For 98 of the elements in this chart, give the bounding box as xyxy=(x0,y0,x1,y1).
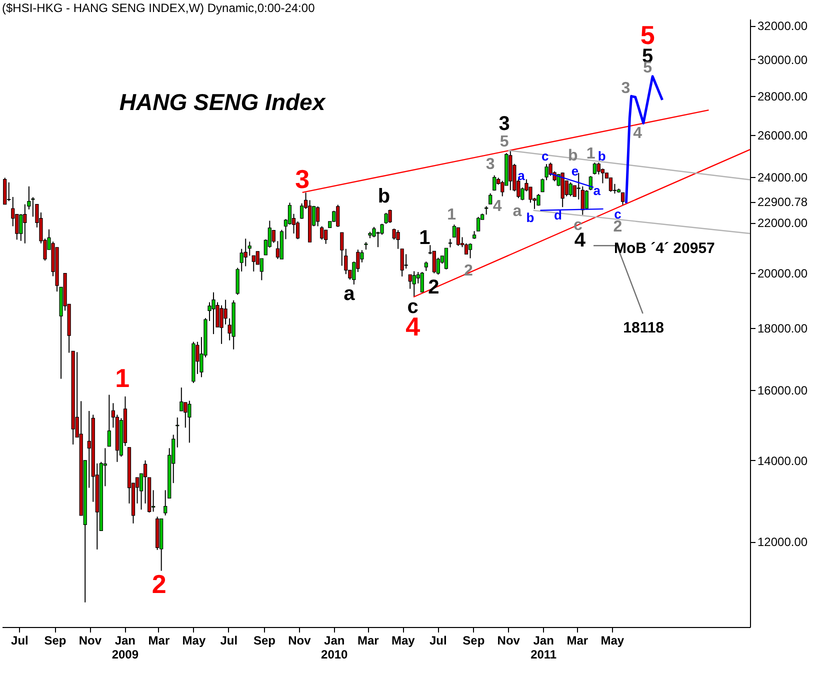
candlestick xyxy=(396,230,400,250)
x-tick-label: May xyxy=(600,634,624,648)
annotation: e xyxy=(571,163,579,178)
candlestick xyxy=(432,250,436,274)
candlestick xyxy=(107,394,111,447)
annotation: b xyxy=(526,210,534,226)
candlestick xyxy=(488,192,492,205)
x-tick-label: Jan 2011 xyxy=(530,634,557,662)
annotation: 1 xyxy=(419,226,430,249)
y-tick-label: 20000.00 xyxy=(758,266,808,280)
candlestick xyxy=(620,192,625,206)
x-tick-label: Jul xyxy=(11,634,28,648)
candlestick xyxy=(384,212,388,224)
x-tick-label: Sep xyxy=(462,634,485,648)
annotation: c xyxy=(541,148,549,164)
candlestick xyxy=(592,162,596,175)
candlestick xyxy=(468,242,472,259)
candlestick xyxy=(492,174,496,192)
y-tick-label: 22900.78 xyxy=(758,195,808,210)
annotation: a xyxy=(593,183,602,198)
y-tick-label: 22000.00 xyxy=(758,216,808,230)
x-tick-label: Jan 2009 xyxy=(112,634,139,662)
annotation: HANG SENG Index xyxy=(119,89,326,116)
annotation: b xyxy=(378,186,390,208)
y-tick-label: 30000.00 xyxy=(758,52,808,67)
candlestick xyxy=(248,241,252,256)
candlestick xyxy=(252,255,256,272)
annotation: 18118 xyxy=(623,320,664,337)
candlestick xyxy=(584,190,588,210)
candlestick xyxy=(19,214,23,242)
y-tick-label: 24000.00 xyxy=(758,170,808,184)
candlestick xyxy=(424,261,428,272)
annotation: 2 xyxy=(613,218,622,236)
candlestick xyxy=(320,226,324,240)
y-tick-label: 26000.00 xyxy=(758,128,808,142)
x-tick-label: Jul xyxy=(429,634,447,648)
annotation: 5 xyxy=(500,134,509,151)
x-tick-label: Nov xyxy=(497,634,520,648)
annotation: 4 xyxy=(633,125,642,142)
x-tick-label: May xyxy=(391,634,416,648)
candlestick xyxy=(324,230,328,244)
x-tick-label: Mar xyxy=(358,634,380,648)
annotation: 4 xyxy=(574,230,586,252)
y-tick-label: 32000.00 xyxy=(758,19,808,34)
candlestick xyxy=(456,227,460,246)
candlestick xyxy=(344,248,348,275)
annotation: 2 xyxy=(152,568,166,599)
candlestick xyxy=(300,202,304,220)
annotation: c xyxy=(407,296,418,318)
chart-title: ($HSI-HKG - HANG SENG INDEX,W) Dynamic,0:00-24:00 xyxy=(2,1,316,15)
x-tick-label: Jan 2010 xyxy=(321,634,348,662)
x-tick-label: Sep xyxy=(44,634,66,648)
annotation: 5 xyxy=(640,20,655,50)
candlestick xyxy=(400,248,404,277)
annotation: 3 xyxy=(295,164,310,194)
candlestick xyxy=(336,204,340,228)
candlestick xyxy=(316,206,320,227)
y-tick-label: 12000.00 xyxy=(758,535,808,550)
candlestick xyxy=(340,232,344,266)
y-tick-label: 18000.00 xyxy=(758,322,808,336)
candlestick xyxy=(7,182,11,202)
annotation: b xyxy=(598,148,606,164)
annotation: a xyxy=(512,202,522,220)
annotation: 1 xyxy=(447,206,456,224)
y-tick-label: 28000.00 xyxy=(758,89,808,104)
x-tick-label: Mar xyxy=(148,634,170,648)
x-tick-label: Sep xyxy=(253,634,276,648)
annotation: 1 xyxy=(586,146,596,163)
candlestick xyxy=(244,238,248,267)
x-tick-label: Nov xyxy=(78,634,102,648)
candlestick xyxy=(212,292,216,335)
candlestick xyxy=(184,402,188,428)
x-tick-label: Nov xyxy=(288,634,312,648)
annotation: c xyxy=(614,206,622,222)
candlestick xyxy=(296,220,300,240)
annotation: 4 xyxy=(492,198,502,216)
candlestick xyxy=(180,387,184,412)
candlestick xyxy=(412,270,416,298)
candlestick xyxy=(388,209,392,224)
candlestick xyxy=(444,248,448,270)
candlestick xyxy=(23,204,27,244)
annotation: 3 xyxy=(486,156,495,173)
x-tick-label: Mar xyxy=(566,634,588,648)
x-tick-label: Jul xyxy=(220,634,238,648)
annotation: 3 xyxy=(621,80,630,98)
candlestick xyxy=(224,299,228,325)
annotation: d xyxy=(554,207,562,222)
annotation: 3 xyxy=(498,112,510,135)
candlestick xyxy=(580,186,584,216)
x-tick-label: May xyxy=(182,634,206,648)
annotation: a xyxy=(518,168,526,184)
candlestick xyxy=(568,182,572,197)
annotation: 1 xyxy=(115,363,130,394)
annotation: a xyxy=(344,283,356,306)
y-tick-label: 14000.00 xyxy=(758,454,808,468)
candlestick xyxy=(420,271,424,293)
y-tick-label: 16000.00 xyxy=(758,384,808,398)
candlestick xyxy=(188,400,192,444)
